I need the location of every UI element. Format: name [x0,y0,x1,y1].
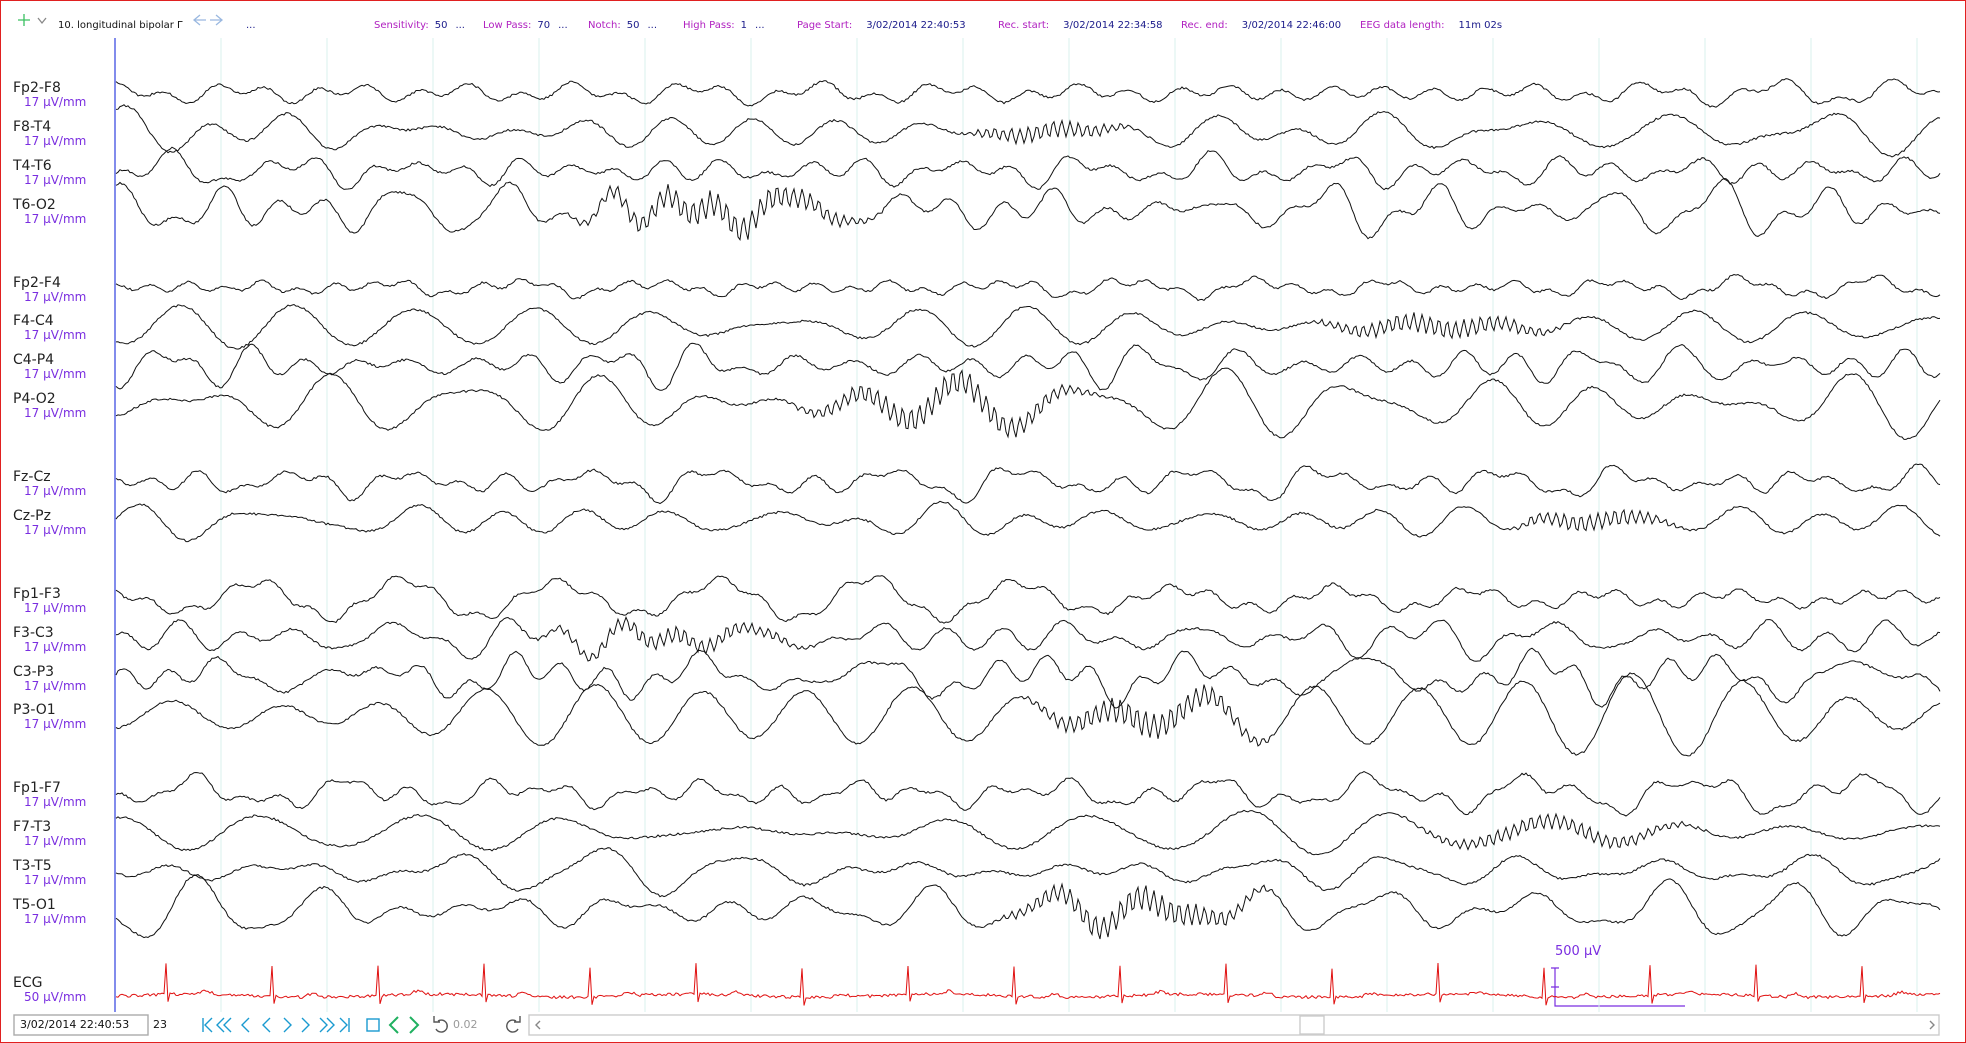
channel-name: T6-O2 [13,196,56,213]
channel-name: P3-O1 [13,702,56,719]
channel-name: T3-T5 [13,858,52,874]
eeg-trace [115,847,1941,898]
channel-name: F3-C3 [13,624,54,641]
info-label: Rec. end: [1181,20,1228,31]
setting-label: High Pass: [683,20,735,31]
channel-name: P4-O2 [13,391,56,408]
eeg-trace [115,874,1941,940]
step-value: 0.02 [453,1018,478,1031]
filter-setting[interactable]: Notch: 50... [588,20,657,31]
page-number: 23 [153,1018,167,1031]
info-value: 3/02/2014 22:46:00 [1241,20,1342,31]
channel-name: Fp2-F8 [13,80,61,96]
recording-info[interactable]: Rec. start: 3/02/2014 22:34:58 [998,20,1163,31]
eeg-trace [115,367,1941,440]
page-start-input: 3/02/2014 22:40:53 [20,1018,130,1031]
recording-info[interactable]: Page Start: 3/02/2014 22:40:53 [797,20,966,31]
setting-more: ... [558,20,568,31]
nav-buttons[interactable] [13,1014,1940,1036]
channel-name: T5-O1 [13,896,56,913]
channel-name: T4-T6 [13,157,52,174]
eeg-trace [115,500,1941,543]
info-label: EEG data length: [1360,20,1445,31]
ecg-trace [115,962,1941,1006]
info-value: 3/02/2014 22:40:53 [866,20,966,31]
eeg-trace [115,575,1941,624]
channel-sensitivity: 17 µV/mm [24,484,87,498]
channel-sensitivity: 17 µV/mm [24,795,87,810]
scale-bar [1551,967,1685,1007]
channel-sensitivity: 17 µV/mm [24,133,87,148]
channel-sensitivity: 17 µV/mm [24,911,87,926]
scale-label: 500 µV [1555,944,1602,959]
channel-name: Fp1-F3 [13,585,61,602]
channel-sensitivity: 17 µV/mm [24,289,87,304]
setting-more: ... [647,20,658,31]
channel-name: ECG [13,974,43,991]
channel-sensitivity: 17 µV/mm [24,211,87,226]
channel-name: Fp2-F4 [13,274,61,291]
eeg-trace [115,616,1941,662]
channel-sensitivity: 50 µV/mm [24,989,87,1004]
eeg-trace [115,809,1941,856]
channel-sensitivity: 17 µV/mm [24,95,87,109]
recording-info[interactable]: EEG data length: 11m 02s [1360,20,1502,31]
info-value: 3/02/2014 22:34:58 [1063,20,1163,31]
channel-sensitivity: 17 µV/mm [24,367,87,382]
channel-sensitivity: 17 µV/mm [24,522,87,537]
eeg-trace [115,342,1941,391]
channel-sensitivity: 17 µV/mm [24,639,87,654]
setting-value: 1 [740,20,748,31]
channel-name: Fp1-F7 [13,780,61,797]
setting-value: 50 [626,20,640,31]
channel-sensitivity: 17 µV/mm [24,406,87,421]
channel-name: C4-P4 [13,352,55,369]
eeg-trace [115,303,1941,350]
channel-sensitivity: 17 µV/mm [24,328,87,343]
toolbar-icons[interactable] [18,14,224,26]
montage-more[interactable]: ... [246,20,256,31]
setting-more: ... [455,20,465,31]
eeg-trace [115,647,1941,709]
channel-sensitivity: 17 µV/mm [24,678,87,693]
eeg-trace [115,273,1941,302]
channel-name: F8-T4 [13,118,52,135]
montage-select[interactable]: 10. longitudinal bipolar Γ [58,20,183,31]
eeg-trace [115,78,1941,108]
channel-sensitivity: 17 µV/mm [24,600,87,615]
setting-label: Low Pass: [483,20,532,31]
eeg-trace [115,177,1941,242]
channel-sensitivity: 17 µV/mm [24,834,87,849]
recording-info[interactable]: Rec. end: 3/02/2014 22:46:00 [1181,20,1341,31]
channel-name: Fz-Cz [13,469,51,485]
filter-setting[interactable]: Low Pass: 70... [483,20,568,31]
eeg-trace [115,672,1941,757]
channel-sensitivity: 17 µV/mm [24,172,87,187]
info-label: Rec. start: [998,20,1050,31]
setting-more: ... [755,20,765,31]
channel-name: C3-P3 [13,663,55,680]
eeg-trace [115,146,1941,191]
setting-label: Notch: [588,20,621,31]
channel-name: Cz-Pz [13,507,51,524]
channel-name: F4-C4 [13,313,54,330]
info-value: 11m 02s [1458,20,1503,31]
filter-setting[interactable]: Sensitivity: 50... [374,20,465,31]
eeg-trace [115,104,1941,158]
channel-sensitivity: 17 µV/mm [24,717,87,732]
setting-value: 70 [537,20,551,31]
channel-name: F7-T3 [13,819,52,836]
setting-label: Sensitivity: [374,20,429,31]
channel-sensitivity: 17 µV/mm [24,873,87,887]
eeg-trace [115,771,1941,817]
setting-value: 50 [434,20,448,31]
eeg-trace [115,463,1941,505]
filter-setting[interactable]: High Pass: 1... [683,20,765,31]
info-label: Page Start: [797,20,853,31]
